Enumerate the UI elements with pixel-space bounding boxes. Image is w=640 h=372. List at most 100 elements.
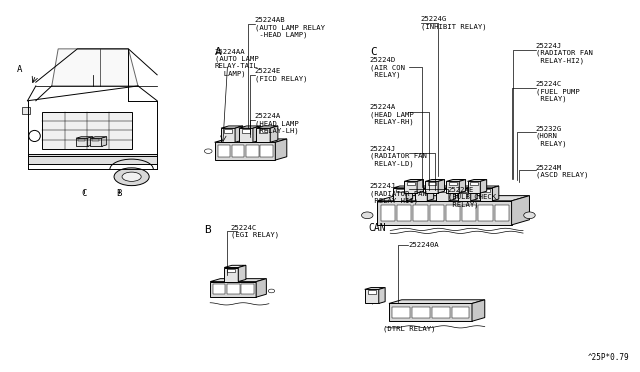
Bar [246,145,259,157]
Polygon shape [470,186,477,201]
Text: 25224AB
(AUTO LAMP RELAY
 -HEAD LAMP): 25224AB (AUTO LAMP RELAY -HEAD LAMP) [255,17,325,38]
FancyBboxPatch shape [28,154,157,164]
Bar [412,307,430,318]
Polygon shape [426,180,445,182]
Bar [470,182,477,185]
Ellipse shape [122,172,141,182]
Bar [232,145,244,157]
Polygon shape [479,186,499,188]
Polygon shape [239,126,260,128]
Bar [218,145,230,157]
Text: 25224J
(RADIATOR FAN
 RELAY-LD): 25224J (RADIATOR FAN RELAY-LD) [370,146,427,167]
Polygon shape [275,139,287,160]
Polygon shape [378,196,529,201]
Bar [495,205,509,221]
Polygon shape [389,300,484,304]
Polygon shape [394,188,406,201]
Text: (DTRL RELAY): (DTRL RELAY) [383,326,435,332]
Polygon shape [224,267,238,282]
Bar [461,189,468,192]
Text: C: C [370,47,376,57]
Circle shape [362,212,373,219]
Polygon shape [270,126,278,142]
Polygon shape [428,186,434,201]
Polygon shape [253,126,260,142]
Bar [392,307,410,318]
Bar [367,291,376,294]
Polygon shape [365,289,379,304]
Text: 25224A
(HEAD LAMP
 RELAY-LH): 25224A (HEAD LAMP RELAY-LH) [255,113,299,134]
Polygon shape [467,180,486,182]
Polygon shape [238,265,246,282]
Polygon shape [460,180,466,193]
Bar [417,189,425,192]
Text: 25232G
(HORN
 RELAY): 25232G (HORN RELAY) [536,126,566,147]
Polygon shape [472,300,484,321]
Polygon shape [90,137,107,138]
Text: 25224AA
(AUTO LAMP
RELAY-TAIL
  LAMP): 25224AA (AUTO LAMP RELAY-TAIL LAMP) [214,49,259,77]
Polygon shape [415,186,434,188]
Polygon shape [436,188,449,201]
Text: C: C [81,189,86,198]
Bar [42,112,132,149]
Text: 25224G
(INHIBIT RELAY): 25224G (INHIBIT RELAY) [421,16,486,30]
Polygon shape [379,288,385,304]
Bar [213,284,225,294]
Text: A: A [214,47,221,57]
Bar [478,205,493,221]
Text: A: A [17,65,22,74]
Polygon shape [76,137,93,138]
Text: 25224E
(FICD RELAY): 25224E (FICD RELAY) [255,68,307,81]
Polygon shape [492,186,499,201]
Text: 252240A: 252240A [408,242,439,248]
Polygon shape [221,128,235,142]
Text: 25224E
(BULB CHECK
 RELAY): 25224E (BULB CHECK RELAY) [448,187,496,208]
Bar [259,129,268,133]
Text: 25224M
(ASCD RELAY): 25224M (ASCD RELAY) [536,164,588,178]
Text: B: B [204,225,211,235]
Bar [241,284,253,294]
Polygon shape [480,180,486,193]
Text: 25224C
(FUEL PUMP
 RELAY): 25224C (FUEL PUMP RELAY) [536,81,580,103]
Polygon shape [426,182,438,193]
Polygon shape [447,180,466,182]
Polygon shape [90,138,102,146]
Text: 25224J
(RADIATOR FAN
 RELAY-HI2): 25224J (RADIATOR FAN RELAY-HI2) [536,43,593,64]
Polygon shape [235,126,243,142]
Bar [92,139,99,141]
Polygon shape [447,182,460,193]
Bar [462,205,476,221]
Polygon shape [406,186,413,201]
Polygon shape [256,126,278,128]
Polygon shape [214,142,275,160]
Polygon shape [52,49,138,86]
Bar [78,139,85,141]
Polygon shape [404,182,417,193]
Polygon shape [438,180,445,193]
Bar [22,107,30,114]
Polygon shape [210,282,256,297]
Circle shape [524,212,535,219]
Text: ^25P*0.79: ^25P*0.79 [588,353,630,362]
Polygon shape [458,188,470,201]
Polygon shape [467,182,480,193]
Ellipse shape [114,168,149,186]
Bar [227,269,236,272]
Bar [224,129,232,133]
Bar [397,205,412,221]
Polygon shape [365,288,385,289]
Polygon shape [511,196,529,225]
Polygon shape [417,180,424,193]
Polygon shape [394,186,413,188]
Polygon shape [239,128,253,142]
Bar [260,145,273,157]
Polygon shape [389,304,472,321]
Bar [413,205,428,221]
Bar [429,205,444,221]
Bar [227,284,239,294]
Ellipse shape [29,131,40,141]
Polygon shape [256,279,266,297]
Bar [449,182,457,185]
Polygon shape [256,128,270,142]
Text: 25224D
(AIR CON
 RELAY): 25224D (AIR CON RELAY) [370,57,405,78]
